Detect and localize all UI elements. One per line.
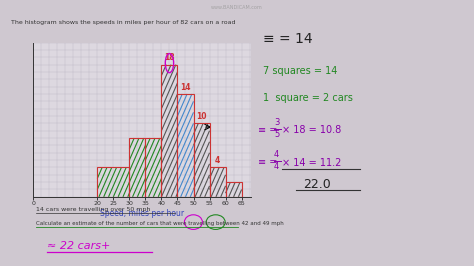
Text: 1  square = 2 cars: 1 square = 2 cars: [263, 93, 353, 103]
Bar: [129, 138, 146, 197]
Bar: [97, 168, 129, 197]
Text: ≡ = 14: ≡ = 14: [263, 32, 313, 45]
Bar: [210, 168, 226, 197]
Text: 5: 5: [274, 130, 279, 139]
Bar: [177, 94, 193, 197]
Text: 3: 3: [274, 118, 279, 127]
Text: 18: 18: [164, 53, 175, 63]
Bar: [146, 138, 162, 197]
Text: Calculate an estimate of the number of cars that were travelling between 42 and : Calculate an estimate of the number of c…: [36, 221, 283, 226]
Bar: [162, 65, 177, 197]
Text: × 14 = 11.2: × 14 = 11.2: [282, 158, 341, 168]
Text: 10: 10: [196, 112, 207, 121]
Text: 14: 14: [180, 83, 191, 92]
Text: ≈ 22 cars+: ≈ 22 cars+: [47, 241, 111, 251]
Text: www.BANDICAM.com: www.BANDICAM.com: [211, 5, 263, 10]
X-axis label: Speed, miles per hour: Speed, miles per hour: [100, 209, 184, 218]
Text: 4: 4: [274, 150, 279, 159]
Text: 4: 4: [215, 156, 220, 165]
Text: ≡ =: ≡ =: [258, 125, 281, 135]
Bar: [226, 182, 242, 197]
Text: × 18 = 10.8: × 18 = 10.8: [282, 125, 341, 135]
Text: ≡ =: ≡ =: [258, 157, 281, 167]
Text: 7 squares = 14: 7 squares = 14: [263, 66, 337, 77]
Text: 14 cars were travelling over 50 mph: 14 cars were travelling over 50 mph: [36, 207, 150, 213]
Text: 22.0: 22.0: [303, 177, 331, 190]
Text: 4: 4: [274, 162, 279, 171]
Text: The histogram shows the speeds in miles per hour of 82 cars on a road: The histogram shows the speeds in miles …: [11, 20, 236, 25]
Bar: [193, 123, 210, 197]
